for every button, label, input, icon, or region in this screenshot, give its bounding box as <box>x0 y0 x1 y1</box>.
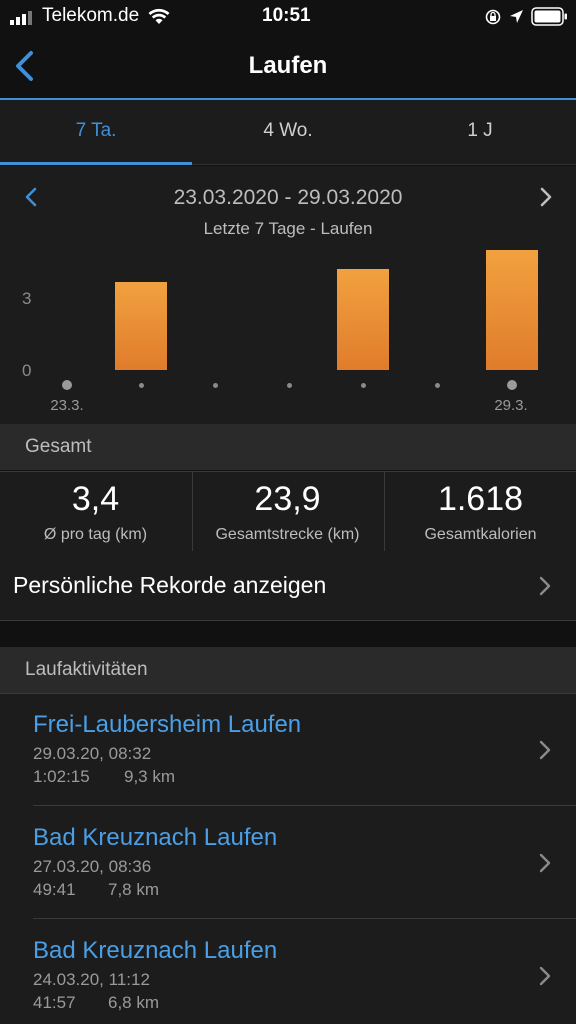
x-axis-day-marker <box>62 380 72 390</box>
location-icon <box>510 10 523 23</box>
signal-icon <box>10 11 32 25</box>
chevron-right-icon <box>539 853 551 873</box>
activities-section-header: Laufaktivitäten <box>0 647 576 694</box>
stat-divider <box>384 471 385 551</box>
active-tab-indicator <box>0 162 192 165</box>
chart-bar[interactable] <box>115 282 168 370</box>
date-range: 23.03.2020 - 29.03.2020 <box>173 186 403 209</box>
chevron-right-icon <box>539 740 551 760</box>
stat-value: 1.618 <box>437 480 524 518</box>
chart-subtitle: Letzte 7 Tage - Laufen <box>203 219 373 238</box>
summary-section-title: Gesamt <box>25 436 92 457</box>
personal-records-label: Persönliche Rekorde anzeigen <box>13 572 327 598</box>
activity-distance: 7,8 km <box>108 880 160 899</box>
x-axis-label-start: 23.3. <box>50 397 84 414</box>
nav-header <box>0 34 576 98</box>
status-bar: Telekom.de 10:51 <box>0 0 576 34</box>
activity-item[interactable]: Frei-Laubersheim Laufen 29.03.20, 08:32 … <box>0 695 576 805</box>
y-tick-label: 3 <box>22 289 32 308</box>
stat-total-distance: 23,9 Gesamtstrecke (km) <box>192 472 383 552</box>
next-period-chevron-icon[interactable] <box>539 187 553 207</box>
activity-datetime: 27.03.20, 08:36 <box>33 857 152 876</box>
carrier-name: Telekom.de <box>42 5 140 26</box>
summary-stats: 3,4 Ø pro tag (km) 23,9 Gesamtstrecke (k… <box>0 471 576 553</box>
page-title: Laufen <box>248 52 328 79</box>
stat-divider <box>192 471 193 551</box>
activities-list <box>0 694 576 1024</box>
activity-title: Bad Kreuznach Laufen <box>33 824 278 851</box>
stat-value: 23,9 <box>254 480 321 518</box>
stat-label: Gesamtkalorien <box>424 526 537 543</box>
stat-label: Ø pro tag (km) <box>43 526 148 543</box>
list-divider <box>33 918 576 919</box>
chevron-right-icon <box>539 576 551 596</box>
previous-period-chevron-icon[interactable] <box>24 187 38 207</box>
stat-total-calories: 1.618 Gesamtkalorien <box>385 472 576 552</box>
header-divider <box>0 98 576 100</box>
activity-item[interactable]: Bad Kreuznach Laufen 24.03.20, 11:12 41:… <box>0 921 576 1024</box>
activity-duration: 1:02:15 <box>33 767 90 786</box>
section-spacer <box>0 621 576 647</box>
activity-datetime: 24.03.20, 11:12 <box>33 970 150 989</box>
activity-duration: 49:41 <box>33 880 76 899</box>
list-divider <box>33 805 576 806</box>
back-chevron-icon[interactable] <box>12 50 36 82</box>
x-axis-day-marker <box>435 382 440 388</box>
wifi-icon <box>148 8 170 24</box>
activity-title: Frei-Laubersheim Laufen <box>33 711 302 738</box>
y-tick-label: 0 <box>22 361 32 380</box>
activity-datetime: 29.03.20, 08:32 <box>33 744 152 763</box>
activity-title: Bad Kreuznach Laufen <box>33 937 278 964</box>
personal-records-row[interactable]: Persönliche Rekorde anzeigen <box>0 552 576 621</box>
tab-1-year[interactable]: 1 J <box>467 120 493 141</box>
x-axis-day-marker <box>360 382 366 388</box>
tab-4-weeks[interactable]: 4 Wo. <box>263 120 313 141</box>
orientation-lock-icon <box>485 9 501 25</box>
x-axis-day-marker <box>506 380 517 390</box>
stat-average-per-day: 3,4 Ø pro tag (km) <box>0 472 191 552</box>
clock-time: 10:51 <box>262 5 311 26</box>
stat-value: 3,4 <box>71 480 120 518</box>
activity-duration: 41:57 <box>33 993 76 1012</box>
period-tabs: 7 Ta. 4 Wo. 1 J <box>0 100 576 165</box>
chevron-right-icon <box>539 966 551 986</box>
chart-panel <box>0 166 576 424</box>
activity-distance: 6,8 km <box>108 993 160 1012</box>
stat-label: Gesamtstrecke (km) <box>215 526 360 543</box>
x-axis-label-end: 29.3. <box>494 397 528 414</box>
activity-item[interactable]: Bad Kreuznach Laufen 27.03.20, 08:36 49:… <box>0 808 576 918</box>
battery-icon <box>531 7 567 26</box>
chart-bar[interactable] <box>485 250 538 370</box>
activity-distance: 9,3 km <box>124 767 176 786</box>
chart-bar[interactable] <box>337 269 390 370</box>
x-axis-day-marker <box>212 382 218 388</box>
x-axis-day-marker <box>286 382 292 388</box>
x-axis-day-marker <box>138 382 144 388</box>
tab-7-days[interactable]: 7 Ta. <box>75 120 117 141</box>
summary-section-header: Gesamt <box>0 424 576 470</box>
activities-section-title: Laufaktivitäten <box>25 659 148 680</box>
